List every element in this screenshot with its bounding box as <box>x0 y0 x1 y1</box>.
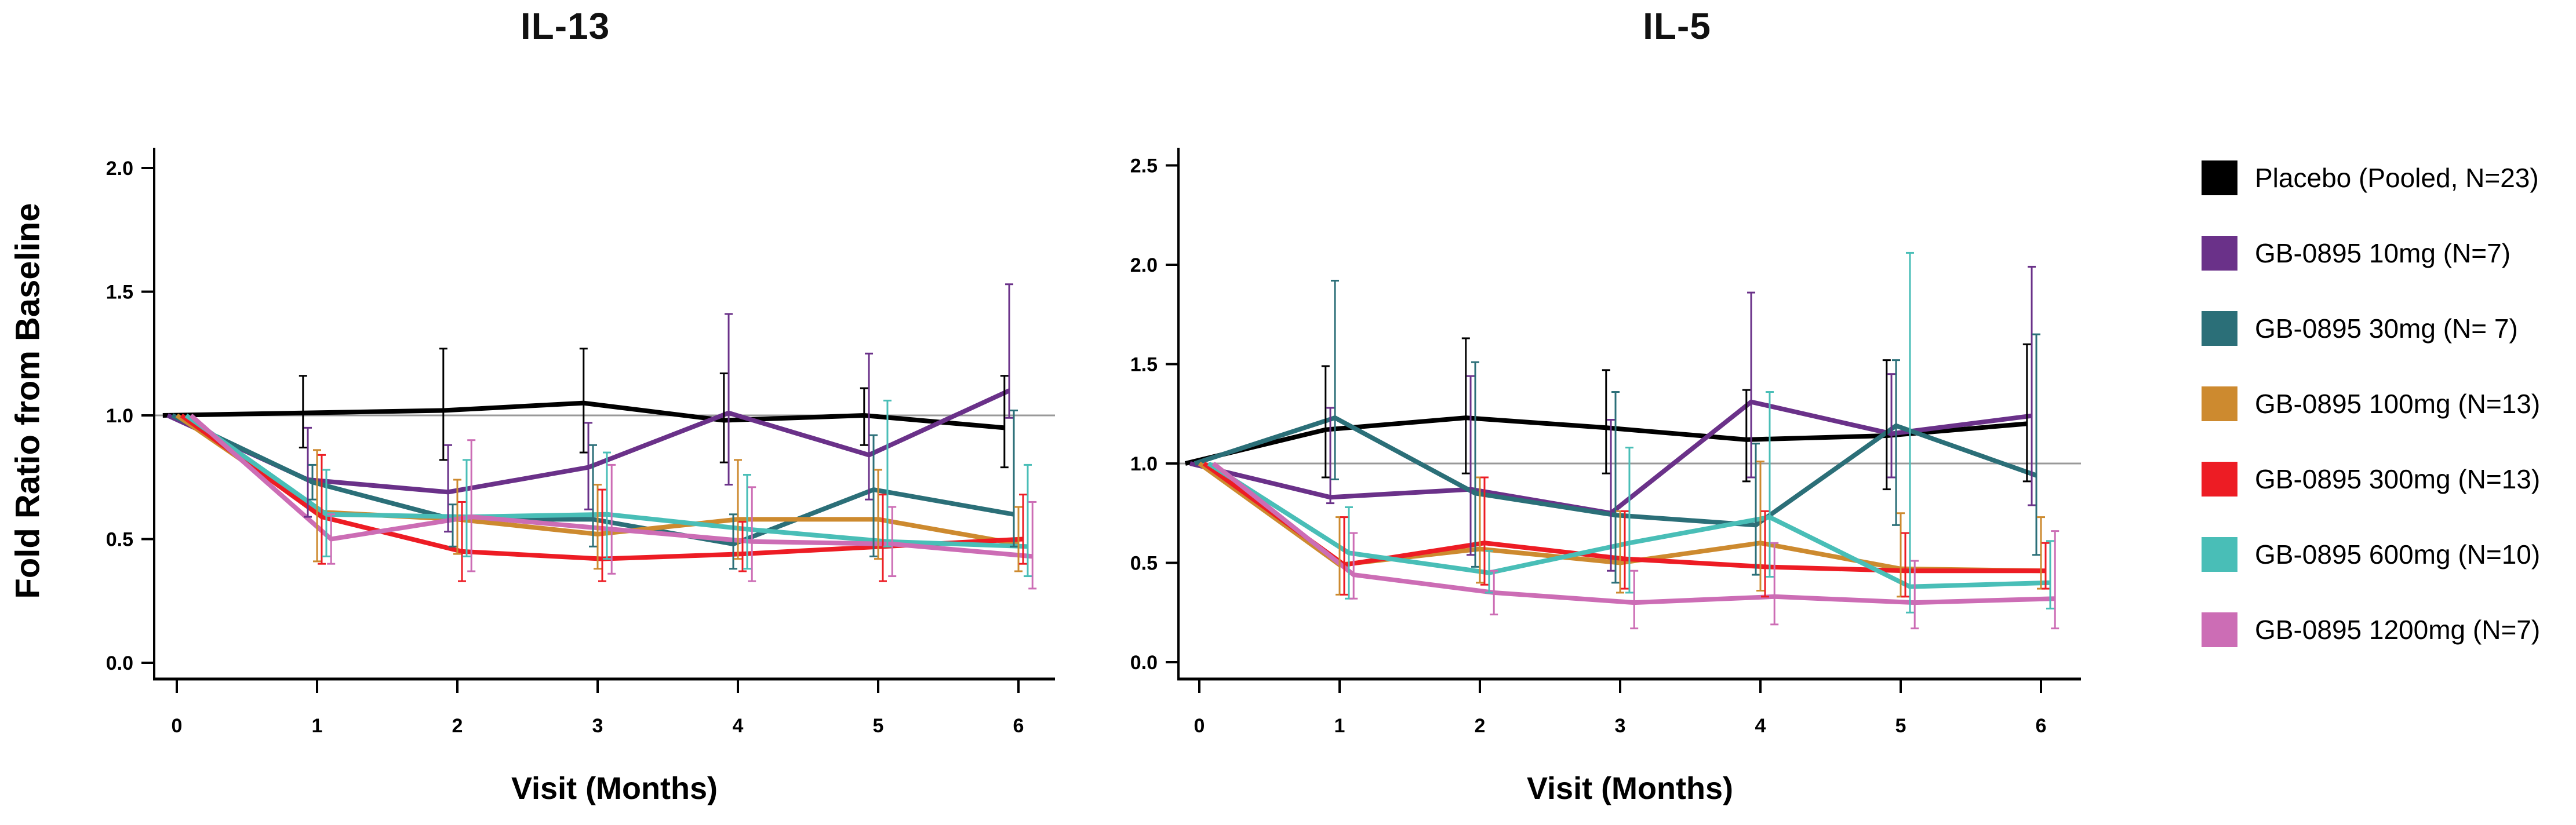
error-bars-gb0895-30mg <box>308 409 1018 570</box>
x-axis-label-il5: Visit (Months) <box>1527 771 1733 806</box>
error-bars-gb0895-1200mg <box>1349 530 2060 630</box>
legend-item-gb0895-10mg: GB-0895 10mg (N=7) <box>2202 216 2540 291</box>
error-bars-gb0895-600mg <box>1344 251 2054 614</box>
y-tick-label: 0.0 <box>106 652 133 674</box>
legend-label-gb0895-10mg: GB-0895 10mg (N=7) <box>2255 238 2511 268</box>
y-tick-label: 1.5 <box>106 282 133 304</box>
chart-title-il13: IL-13 <box>520 5 610 47</box>
legend: Placebo (Pooled, N=23) GB-0895 10mg (N=7)… <box>2202 140 2540 667</box>
legend-item-gb0895-1200mg: GB-0895 1200mg (N=7) <box>2202 592 2540 667</box>
error-bars-gb0895-30mg <box>1331 279 2041 584</box>
error-bars-gb0895-300mg <box>317 454 1027 582</box>
y-tick-label: 1.5 <box>1130 354 1158 376</box>
y-tick-label: 0.5 <box>106 529 133 551</box>
legend-label-gb0895-100mg: GB-0895 100mg (N=13) <box>2255 389 2541 419</box>
chart-il-5: 0.0 0.5 1.0 1.5 2.0 2.5 0 1 2 3 4 5 6 <box>1130 148 2081 737</box>
x-tick-label: 5 <box>1895 715 1906 737</box>
x-tick-label: 2 <box>452 715 463 737</box>
legend-item-gb0895-30mg: GB-0895 30mg (N= 7) <box>2202 291 2540 366</box>
x-tick-label: 3 <box>592 715 603 737</box>
x-tick-label: 6 <box>1013 715 1024 737</box>
legend-label-gb0895-30mg: GB-0895 30mg (N= 7) <box>2255 313 2518 344</box>
y-tick-label: 2.5 <box>1130 155 1158 177</box>
legend-swatch-gb0895-600mg <box>2202 537 2237 572</box>
y-tick-label: 2.0 <box>106 158 133 180</box>
x-tick-label: 4 <box>1755 715 1766 737</box>
x-tick-label: 6 <box>2036 715 2047 737</box>
legend-label-placebo: Placebo (Pooled, N=23) <box>2255 163 2539 193</box>
x-tick-label: 1 <box>1334 715 1345 737</box>
error-bars-gb0895-1200mg <box>327 439 1037 590</box>
error-bars-placebo <box>299 348 1009 469</box>
error-bars-gb0895-100mg <box>313 449 1023 572</box>
error-bars-gb0895-300mg <box>1340 476 2050 598</box>
x-axis-label-il13: Visit (Months) <box>511 771 718 806</box>
legend-item-gb0895-100mg: GB-0895 100mg (N=13) <box>2202 366 2540 441</box>
x-tick-label: 5 <box>873 715 884 737</box>
legend-label-gb0895-600mg: GB-0895 600mg (N=10) <box>2255 539 2541 570</box>
x-tick-label: 4 <box>733 715 744 737</box>
error-bars-placebo <box>1321 337 2031 491</box>
legend-swatch-gb0895-300mg <box>2202 462 2237 497</box>
legend-label-gb0895-300mg: GB-0895 300mg (N=13) <box>2255 464 2541 494</box>
x-tick-label: 3 <box>1615 715 1626 737</box>
x-tick-label: 2 <box>1475 715 1486 737</box>
y-tick-label: 0.0 <box>1130 652 1158 674</box>
error-bars-gb0895-100mg <box>1336 461 2045 598</box>
chart-title-il5: IL-5 <box>1643 5 1711 47</box>
x-tick-label: 0 <box>1194 715 1205 737</box>
legend-swatch-gb0895-30mg <box>2202 311 2237 346</box>
legend-swatch-gb0895-100mg <box>2202 386 2237 421</box>
legend-swatch-gb0895-1200mg <box>2202 612 2237 647</box>
x-tick-label: 0 <box>172 715 183 737</box>
legend-item-gb0895-600mg: GB-0895 600mg (N=10) <box>2202 517 2540 592</box>
legend-swatch-placebo <box>2202 160 2237 195</box>
error-bars-gb0895-600mg <box>322 399 1032 578</box>
y-tick-label: 1.0 <box>106 405 133 427</box>
error-bars-gb0895-10mg <box>304 283 1014 533</box>
x-tick-label: 1 <box>312 715 323 737</box>
legend-swatch-gb0895-10mg <box>2202 236 2237 271</box>
legend-item-gb0895-300mg: GB-0895 300mg (N=13) <box>2202 441 2540 517</box>
y-tick-label: 2.0 <box>1130 254 1158 276</box>
chart-il-13: 0.0 0.5 1.0 1.5 2.0 0 1 2 3 4 5 6 <box>106 148 1055 737</box>
y-tick-label: 1.0 <box>1130 453 1158 475</box>
legend-label-gb0895-1200mg: GB-0895 1200mg (N=7) <box>2255 615 2541 645</box>
y-axis-label: Fold Ratio from Baseline <box>9 203 47 599</box>
error-bars-gb0895-10mg <box>1326 265 2036 572</box>
y-tick-label: 0.5 <box>1130 553 1158 575</box>
legend-item-placebo: Placebo (Pooled, N=23) <box>2202 140 2540 216</box>
